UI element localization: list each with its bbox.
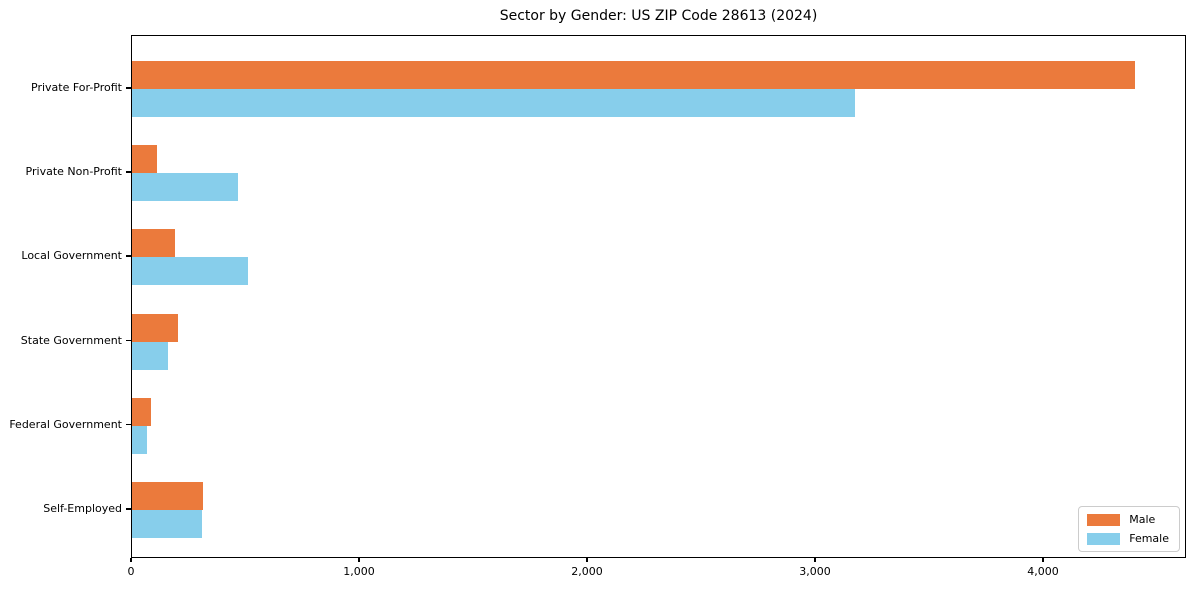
bar-female-self-employed xyxy=(132,510,202,538)
x-tick-mark xyxy=(1042,558,1044,562)
x-tick-label-0: 0 xyxy=(127,565,135,578)
x-tick-mark xyxy=(130,558,132,562)
y-tick-label-local-government: Local Government xyxy=(21,249,122,263)
legend-label-male: Male xyxy=(1129,513,1156,526)
legend-label-female: Female xyxy=(1129,532,1169,545)
y-tick-label-private-for-profit: Private For-Profit xyxy=(31,81,122,94)
y-tick-label-private-non-profit: Private Non-Profit xyxy=(25,165,122,179)
plot-area: Male Female xyxy=(131,35,1186,558)
bar-female-state-government xyxy=(132,341,169,370)
x-tick-label-2000: 2,000 xyxy=(571,565,603,578)
x-tick-label-1000: 1,000 xyxy=(343,565,375,578)
x-tick-label-4000: 4,000 xyxy=(1027,565,1059,578)
legend-swatch-female xyxy=(1087,532,1121,545)
legend-item-female: Female xyxy=(1087,532,1169,545)
chart-title: Sector by Gender: US ZIP Code 28613 (202… xyxy=(499,8,818,24)
bar-male-local-government xyxy=(132,229,176,258)
y-tick-mark xyxy=(126,423,131,426)
x-tick-mark xyxy=(814,558,816,562)
x-tick-mark xyxy=(358,558,360,562)
bar-male-federal-government xyxy=(132,397,152,426)
y-tick-label-federal-government: Federal Government xyxy=(9,417,122,431)
bar-male-private-for-profit xyxy=(132,61,1136,89)
x-tick-mark xyxy=(586,558,588,562)
bar-male-private-non-profit xyxy=(132,145,158,174)
y-tick-label-state-government: State Government xyxy=(20,333,122,347)
legend: Male Female xyxy=(1078,506,1180,552)
y-tick-mark xyxy=(126,255,131,257)
legend-item-male: Male xyxy=(1087,513,1169,526)
bar-male-state-government xyxy=(132,313,178,342)
bar-male-self-employed xyxy=(132,482,203,510)
y-tick-mark xyxy=(126,87,131,89)
bar-female-local-government xyxy=(132,257,249,286)
y-tick-mark xyxy=(126,171,131,173)
y-tick-mark xyxy=(126,508,131,510)
legend-swatch-male xyxy=(1087,513,1121,526)
bar-female-federal-government xyxy=(132,425,147,454)
x-tick-label-3000: 3,000 xyxy=(799,565,831,578)
bar-female-private-for-profit xyxy=(132,89,855,117)
y-tick-label-self-employed: Self-Employed xyxy=(43,502,122,515)
y-tick-mark xyxy=(126,339,131,342)
bar-female-private-non-profit xyxy=(132,173,239,202)
